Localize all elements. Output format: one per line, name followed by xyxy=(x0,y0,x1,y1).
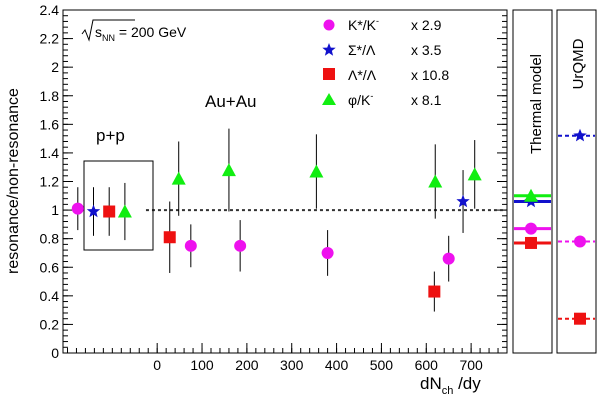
x-axis: 0 100 200 300 400 500 600 700 xyxy=(66,343,508,373)
data-point-triangle xyxy=(171,171,186,185)
y-tick-label: 0.4 xyxy=(40,288,60,304)
legend-entry-lambda: Λ*/Λ x 10.8 xyxy=(323,67,449,83)
x-tick-label: 700 xyxy=(459,357,483,373)
error-bars xyxy=(77,128,476,312)
pp-annotation: p+p xyxy=(96,126,125,145)
thermal-model-panel xyxy=(512,9,553,354)
x-tick-label: 500 xyxy=(370,357,394,373)
urqmd-values xyxy=(558,128,595,325)
legend-scale: x 2.9 xyxy=(411,17,442,33)
urqmd-marker-star xyxy=(573,128,587,142)
legend-scale: x 10.8 xyxy=(411,67,449,83)
y-tick-label: 0 xyxy=(51,345,59,361)
urqmd-panel xyxy=(556,9,597,354)
x-tick-label: 200 xyxy=(235,357,259,373)
data-point-circle xyxy=(71,202,84,215)
data-point-triangle xyxy=(309,164,324,178)
y-tick-label: 0.8 xyxy=(40,231,60,247)
legend-label: Σ*/Λ xyxy=(348,42,376,58)
data-point-square xyxy=(163,231,176,244)
y-tick-label: 1.4 xyxy=(40,145,60,161)
data-point-triangle xyxy=(221,163,236,177)
legend-scale: x 8.1 xyxy=(411,92,442,108)
y-tick-label: 1.6 xyxy=(40,116,60,132)
data-point-triangle xyxy=(467,167,482,181)
x-tick-label: 600 xyxy=(415,357,439,373)
data-point-circle xyxy=(184,239,197,252)
svg-text:sNN = 200 GeV: sNN = 200 GeV xyxy=(95,24,187,43)
energy-label: sNN = 200 GeV xyxy=(81,19,187,43)
y-tick-label: 2.2 xyxy=(40,31,60,47)
y-tick-label: 2 xyxy=(51,59,59,75)
legend-label: φ/K- xyxy=(348,91,373,108)
legend-marker-star xyxy=(322,43,336,56)
y-tick-label: 2.4 xyxy=(40,2,60,18)
x-tick-label: 300 xyxy=(280,357,304,373)
data-markers xyxy=(71,163,482,298)
legend-marker-square xyxy=(323,68,335,80)
x-tick-label: 100 xyxy=(190,357,214,373)
legend-entry-sigma: Σ*/Λ x 3.5 xyxy=(322,42,442,58)
urqmd-marker-circle xyxy=(574,235,586,248)
data-point-circle xyxy=(321,246,334,259)
auau-annotation: Au+Au xyxy=(205,92,257,111)
y-tick-label: 0.6 xyxy=(40,259,60,275)
y-tick-label: 1.8 xyxy=(40,88,60,104)
y-tick-label: 1.2 xyxy=(40,174,60,190)
y-axis: 0 0.2 0.4 0.6 0.8 1 1.2 1.4 1.6 1.8 2 2.2 2.4 xyxy=(40,2,507,361)
data-point-triangle xyxy=(428,174,443,188)
legend-scale: x 3.5 xyxy=(411,42,442,58)
legend-entry-kstar: K*/K- x 2.9 xyxy=(323,16,442,33)
data-point-circle xyxy=(234,239,247,252)
data-point-square xyxy=(103,205,116,218)
data-point-star xyxy=(86,204,101,218)
thermal-model-label: Thermal model xyxy=(528,54,545,154)
x-axis-label: dNch /dy xyxy=(420,374,481,397)
sqrt-sign xyxy=(81,19,135,42)
thermal-marker-square xyxy=(525,236,537,249)
data-point-star xyxy=(456,194,470,208)
thermal-model-values xyxy=(514,188,551,249)
x-tick-label: 0 xyxy=(153,357,161,373)
data-point-triangle xyxy=(117,204,132,218)
legend: K*/K- x 2.9 Σ*/Λ x 3.5 Λ*/Λ x 10.8 φ/K- … xyxy=(322,16,449,108)
urqmd-label: UrQMD xyxy=(570,38,587,89)
y-tick-label: 0.2 xyxy=(40,316,60,332)
y-tick-label: 1 xyxy=(51,202,59,218)
x-tick-label: 400 xyxy=(325,357,349,373)
legend-marker-circle xyxy=(323,19,335,31)
data-point-circle xyxy=(442,252,455,265)
legend-label: Λ*/Λ xyxy=(348,67,377,83)
legend-label: K*/K- xyxy=(348,16,379,33)
legend-entry-phi: φ/K- x 8.1 xyxy=(322,91,442,108)
thermal-marker-triangle xyxy=(524,188,538,202)
data-point-square xyxy=(428,285,441,298)
main-plot-frame xyxy=(62,9,508,354)
urqmd-marker-square xyxy=(574,312,586,325)
legend-marker-triangle xyxy=(322,93,336,105)
y-axis-label: resonance/non-resonance xyxy=(5,88,22,274)
pp-box xyxy=(83,160,154,251)
thermal-marker-circle xyxy=(525,222,537,235)
